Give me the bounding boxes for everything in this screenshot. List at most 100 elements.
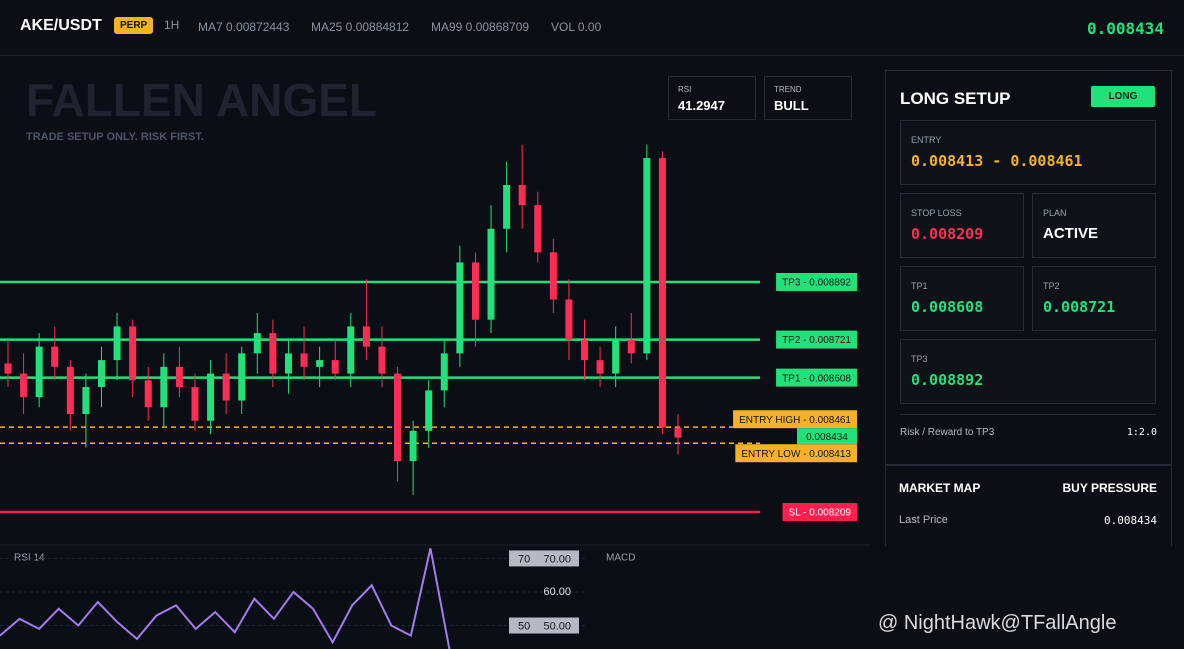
separator bbox=[900, 414, 1156, 415]
stat-box: RSI 41.2947 bbox=[668, 76, 756, 120]
rsi-tick-label: 60.00 bbox=[543, 586, 571, 598]
badge: PERP bbox=[114, 17, 154, 34]
last-label: Last Price bbox=[899, 514, 948, 526]
value: 0.008209 bbox=[911, 225, 984, 243]
rsi-marker-label: 50 bbox=[518, 620, 530, 632]
level-tag-text: ENTRY LOW - 0.008413 bbox=[741, 449, 851, 460]
candle-body bbox=[347, 326, 355, 374]
level-tag-text: TP1 - 0.008608 bbox=[782, 373, 851, 384]
market-status: BUY PRESSURE bbox=[1062, 481, 1157, 495]
candle-body bbox=[269, 333, 277, 374]
price: 0.008434 bbox=[1086, 19, 1164, 38]
candle-body bbox=[487, 228, 495, 320]
candle-body bbox=[627, 339, 635, 354]
level-tag bbox=[735, 444, 857, 463]
candle-body bbox=[331, 360, 339, 374]
candle-body bbox=[612, 339, 620, 374]
candle-body bbox=[316, 360, 324, 367]
candle-body bbox=[144, 380, 152, 408]
candle-body bbox=[66, 366, 74, 414]
level-tag-text: TP2 - 0.008721 bbox=[782, 335, 851, 346]
candle-body bbox=[378, 346, 386, 374]
rsi-title: RSI 14 bbox=[14, 553, 45, 564]
stat-label: RSI bbox=[678, 85, 692, 94]
level-tag bbox=[782, 502, 857, 521]
sl-card: STOP LOSS 0.008209 bbox=[900, 193, 1024, 258]
candle-body bbox=[565, 299, 573, 340]
symbol: AKE/USDT bbox=[20, 17, 102, 34]
candle-body bbox=[35, 346, 43, 398]
level-tag-text: ENTRY HIGH - 0.008461 bbox=[739, 415, 851, 426]
stat-box: TREND BULL bbox=[764, 76, 852, 120]
watermark: @ NightHawk@TFallAngle bbox=[878, 612, 1117, 634]
candle-body bbox=[20, 373, 28, 398]
long-badge[interactable]: LONG bbox=[1091, 86, 1155, 107]
rr: 1:2.0 bbox=[1126, 427, 1157, 438]
level-tag bbox=[776, 272, 857, 291]
vol: VOL 0.00 bbox=[551, 20, 602, 34]
label: PLAN bbox=[1043, 208, 1067, 218]
rsi-tick-label: 70.00 bbox=[543, 553, 571, 565]
level-tag-text: TP3 - 0.008892 bbox=[782, 278, 851, 289]
label: TP1 bbox=[911, 281, 928, 291]
candle-body bbox=[97, 360, 105, 388]
market-panel: MARKET MAP BUY PRESSURE Last Price 0.008… bbox=[885, 465, 1172, 546]
macd-title: MACD bbox=[606, 553, 635, 564]
level-tag-text: SL - 0.008209 bbox=[789, 508, 852, 519]
interval[interactable]: 1H bbox=[164, 18, 180, 32]
candle-body bbox=[222, 373, 230, 401]
candle-body bbox=[596, 360, 604, 374]
entry-card: ENTRY 0.008413 - 0.008461 bbox=[900, 120, 1156, 185]
candle-body bbox=[238, 353, 246, 401]
value: ACTIVE bbox=[1043, 225, 1099, 242]
candle-body bbox=[503, 184, 511, 229]
candle-body bbox=[4, 363, 12, 374]
value: 0.008608 bbox=[911, 298, 984, 316]
ma7: MA7 0.00872443 bbox=[198, 20, 290, 34]
candle-body bbox=[581, 339, 589, 361]
candle-body bbox=[82, 387, 90, 414]
level-tag bbox=[776, 330, 857, 349]
tp3-card: TP3 0.008892 bbox=[900, 339, 1156, 404]
candle-body bbox=[440, 353, 448, 391]
candle-body bbox=[409, 430, 417, 462]
plan-card: PLAN ACTIVE bbox=[1032, 193, 1156, 258]
candle-body bbox=[207, 373, 215, 421]
ma25: MA25 0.00884812 bbox=[311, 20, 410, 34]
chart: FALLEN ANGEL TRADE SETUP ONLY. RISK FIRS… bbox=[0, 74, 870, 649]
last-price-tag bbox=[797, 428, 857, 445]
candle-body bbox=[658, 158, 666, 428]
candle-body bbox=[456, 262, 464, 354]
last-price-text: 0.008434 bbox=[806, 432, 848, 443]
header: AKE/USDT PERP 1H MA7 0.00872443 MA25 0.0… bbox=[0, 0, 1184, 56]
value: 0.008721 bbox=[1043, 298, 1116, 316]
market-title: MARKET MAP bbox=[899, 481, 981, 495]
setup-panel: LONG SETUP LONG ENTRY 0.008413 - 0.008461… bbox=[885, 70, 1172, 465]
last: 0.008434 bbox=[1104, 514, 1157, 527]
level-tag bbox=[776, 368, 857, 387]
rsi-line bbox=[0, 548, 451, 649]
level-tag bbox=[733, 410, 857, 429]
candle-body bbox=[643, 158, 651, 354]
candle-body bbox=[175, 366, 183, 388]
candle-body bbox=[362, 326, 370, 347]
stat-value: BULL bbox=[774, 98, 809, 113]
candle-body bbox=[191, 387, 199, 421]
stat-value: 41.2947 bbox=[678, 98, 725, 113]
candle-body bbox=[534, 205, 542, 253]
label: ENTRY bbox=[911, 135, 942, 145]
candle-body bbox=[284, 353, 292, 374]
candle-body bbox=[253, 333, 261, 354]
rsi-marker bbox=[509, 617, 579, 634]
ma99: MA99 0.00868709 bbox=[431, 20, 530, 34]
candle-body bbox=[425, 390, 433, 431]
panel-title: LONG SETUP bbox=[900, 89, 1011, 108]
candle-body bbox=[471, 262, 479, 320]
stat-label: TREND bbox=[774, 85, 802, 94]
rr-label: Risk / Reward to TP3 bbox=[900, 427, 995, 438]
candle-body bbox=[518, 184, 526, 206]
candle-body bbox=[113, 326, 121, 361]
tp2-card: TP2 0.008721 bbox=[1032, 266, 1156, 331]
candle-body bbox=[300, 353, 308, 367]
